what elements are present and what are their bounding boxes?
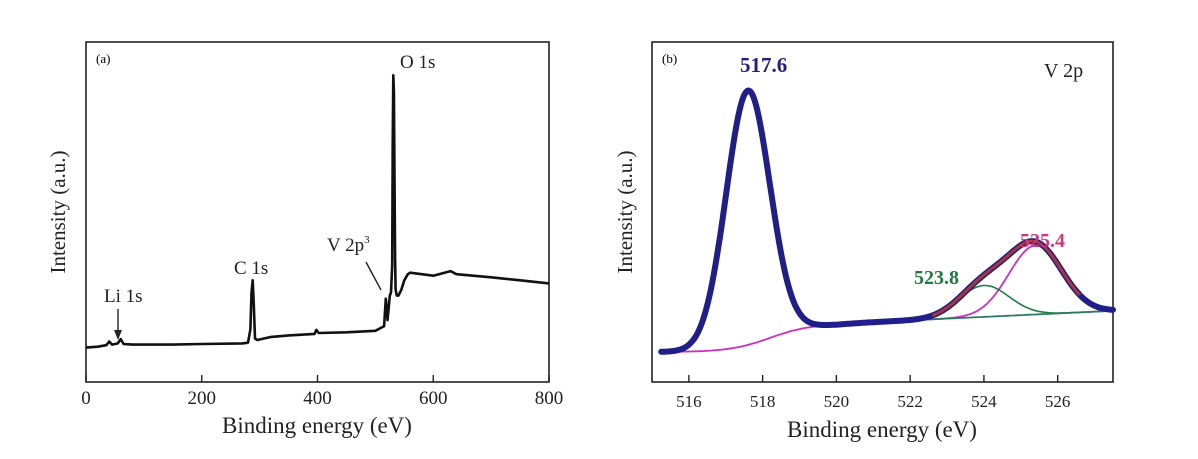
panel-b-x-tick-label-524: 524	[971, 392, 997, 411]
peak-label-517: 517.6	[740, 53, 787, 77]
annotation-li1s-arrow-head	[114, 330, 122, 340]
panel-a-x-tick-label-800: 800	[535, 388, 564, 409]
panel-b-fit-overlay-line	[931, 239, 1081, 317]
panel-b-x-ticks	[688, 375, 1059, 382]
panel-b-frame	[651, 41, 1114, 383]
panel-b-x-tick-labels: 516 518 520 522 524 526	[676, 392, 1070, 411]
annotation-li1s: Li 1s	[104, 286, 143, 307]
panel-b-x-tick-label-518: 518	[750, 392, 776, 411]
panel-a-label: (a)	[96, 51, 110, 66]
annotation-c1s: C 1s	[234, 258, 268, 279]
annotation-v2p-pointer	[365, 261, 382, 291]
panel-a: (a) 0 200 400 600 800 Binding energy (eV) In…	[46, 41, 563, 438]
panel-a-x-tick-label-0: 0	[81, 388, 91, 409]
annotation-o1s: O 1s	[400, 52, 435, 73]
panel-b-ylabel: Intensity (a.u.)	[613, 150, 637, 273]
peak-label-523: 523.8	[914, 267, 959, 289]
annotation-v2p-superscript: 3	[364, 234, 370, 246]
panel-b-x-tick-label-520: 520	[824, 392, 850, 411]
panel-a-x-tick-label-400: 400	[303, 388, 332, 409]
annotation-v2p-text: V 2p	[327, 235, 364, 256]
panel-b-x-tick-label-516: 516	[676, 392, 702, 411]
panel-a-x-tick-label-600: 600	[419, 388, 448, 409]
panel-b-title: V 2p	[1044, 60, 1083, 82]
panel-b-x-tick-label-526: 526	[1045, 392, 1071, 411]
panel-b-xlabel: Binding energy (eV)	[787, 417, 977, 442]
annotation-v2p: V 2p3	[327, 234, 370, 256]
panel-b-component-525-line	[661, 244, 1114, 353]
peak-label-525: 525.4	[1020, 230, 1065, 252]
panel-a-x-tick-labels: 0 200 400 600 800	[81, 388, 563, 409]
panel-b-label: (b)	[662, 51, 677, 66]
panel-a-xlabel: Binding energy (eV)	[222, 413, 412, 438]
panel-b-x-tick-label-522: 522	[897, 392, 923, 411]
panel-a-ylabel: Intensity (a.u.)	[46, 150, 70, 273]
panel-a-x-tick-label-200: 200	[188, 388, 217, 409]
panel-a-survey-line	[85, 74, 550, 349]
panel-a-x-ticks	[85, 375, 550, 382]
panel-b: (b) V 2p 516 518 520 522 524 526 517.6 523.8 …	[613, 41, 1116, 442]
